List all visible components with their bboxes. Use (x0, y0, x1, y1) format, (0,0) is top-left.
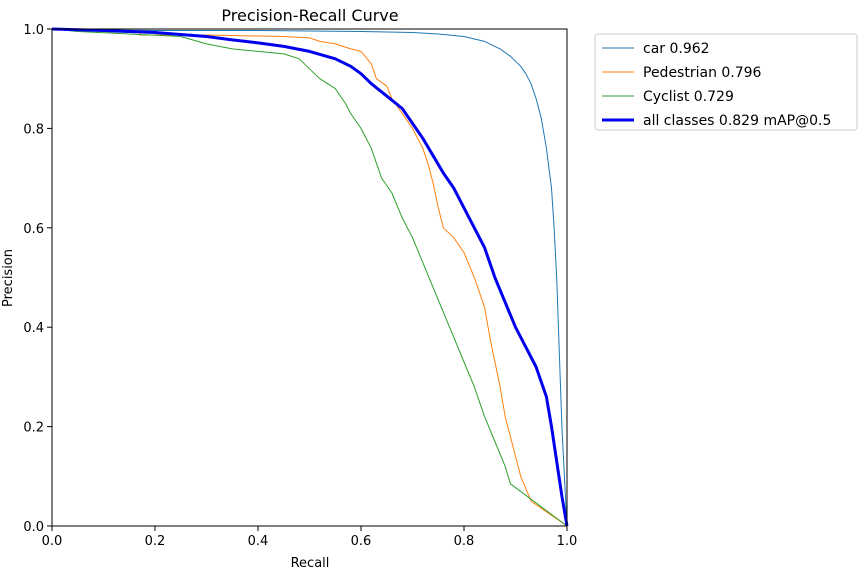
series-line-3 (51, 27, 569, 527)
chart-title: Precision-Recall Curve (221, 6, 398, 25)
y-axis: 0.0 0.2 0.4 0.6 0.8 1.0 (23, 23, 52, 535)
series-layer (51, 27, 569, 527)
y-tick-label: 0.0 (23, 520, 44, 535)
legend-label-1: Pedestrian 0.796 (643, 65, 762, 81)
legend-label-0: car 0.962 (643, 41, 710, 57)
y-tick-label: 0.2 (23, 421, 44, 436)
x-tick-label: 0.8 (454, 534, 475, 549)
x-tick-label: 0.6 (351, 534, 372, 549)
y-axis-label: Precision (1, 249, 16, 307)
series-line-0 (51, 28, 568, 527)
plot-frame (51, 28, 568, 527)
x-tick-label: 1.0 (557, 534, 578, 549)
y-tick-label: 0.4 (23, 321, 44, 336)
x-axis: 0.0 0.2 0.4 0.6 0.8 1.0 (42, 526, 578, 549)
legend-label-3: all classes 0.829 mAP@0.5 (643, 113, 831, 129)
x-tick-label: 0.0 (42, 534, 63, 549)
y-tick-label: 1.0 (23, 23, 44, 38)
series-line-2 (51, 28, 568, 527)
x-tick-label: 0.2 (145, 534, 166, 549)
y-tick-label: 0.8 (23, 122, 44, 137)
legend-label-2: Cyclist 0.729 (643, 89, 734, 105)
x-tick-label: 0.4 (248, 534, 269, 549)
legend: car 0.962 Pedestrian 0.796 Cyclist 0.729 al… (594, 33, 858, 131)
legend-box (594, 33, 858, 131)
x-axis-label: Recall (291, 556, 330, 571)
series-line-1 (51, 28, 568, 527)
y-tick-label: 0.6 (23, 222, 44, 237)
